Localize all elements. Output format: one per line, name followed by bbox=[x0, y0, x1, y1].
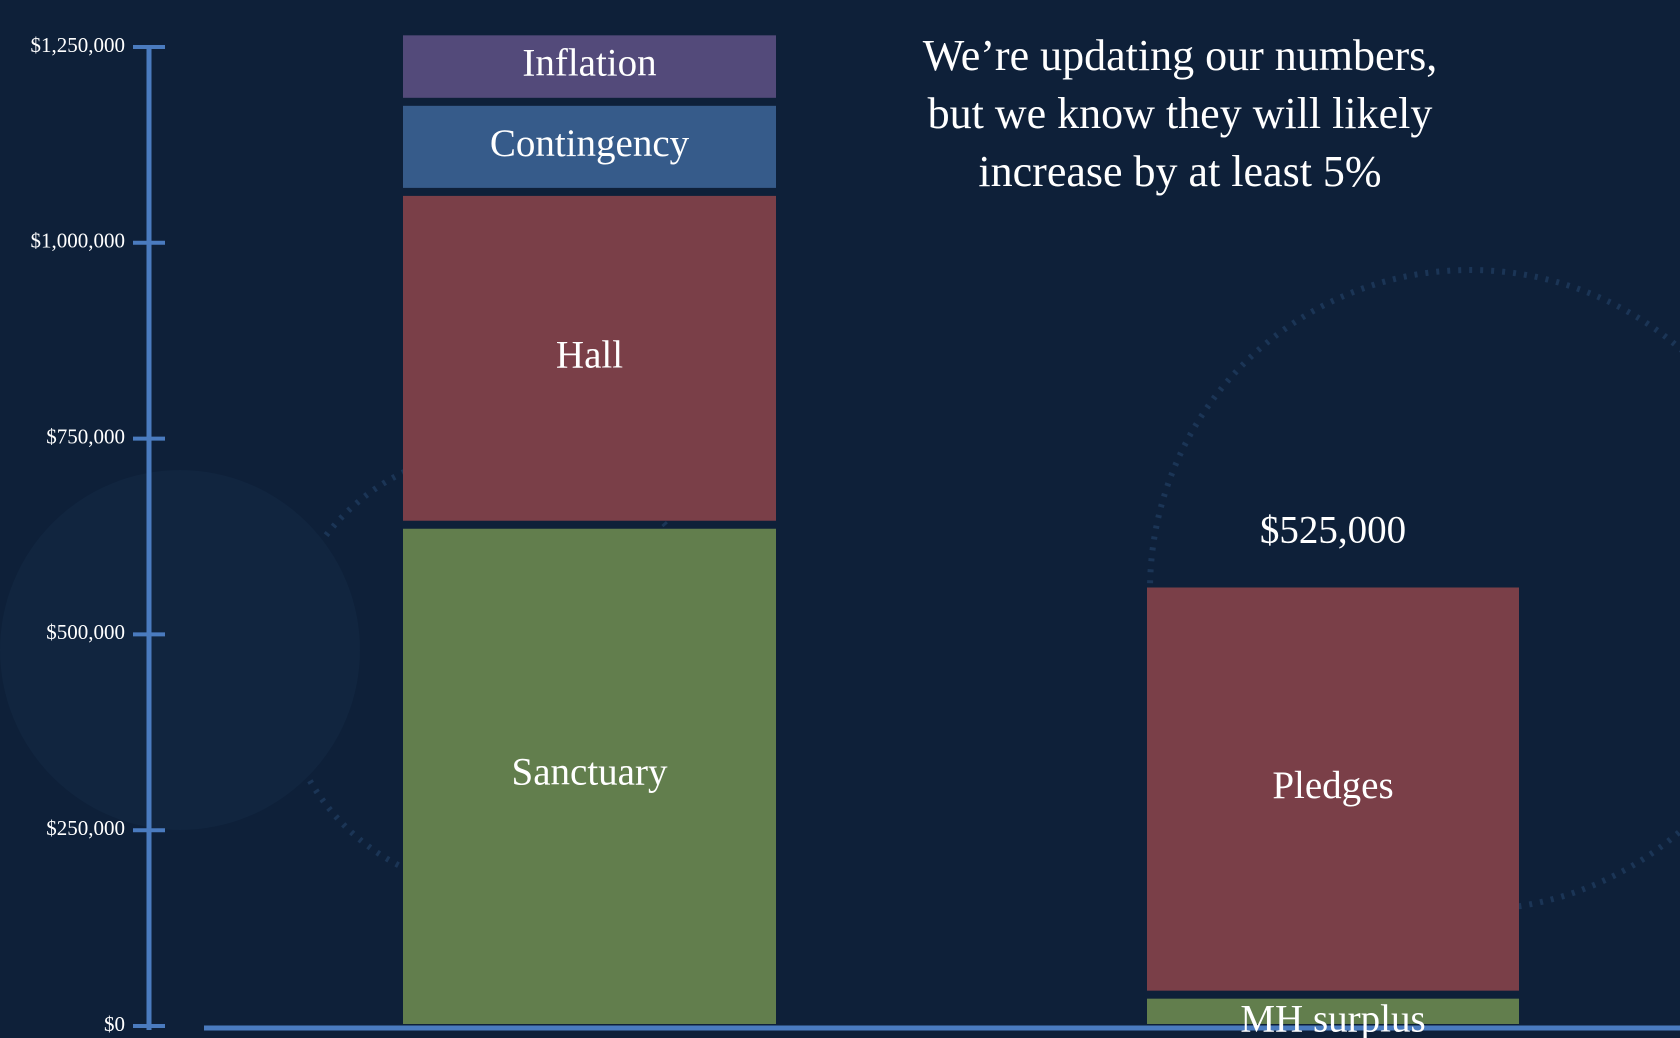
annotation-line: We’re updating our numbers, bbox=[923, 31, 1438, 80]
y-tick-label: $1,250,000 bbox=[31, 33, 126, 57]
bar-segment bbox=[403, 105, 776, 188]
annotation-line: increase by at least 5% bbox=[978, 147, 1381, 196]
bar-segment bbox=[403, 195, 776, 521]
annotation: We’re updating our numbers, but we know t… bbox=[923, 31, 1438, 196]
segment-label: MH surplus bbox=[1240, 997, 1425, 1038]
segment-label: Inflation bbox=[522, 42, 656, 85]
y-tick-label: $1,000,000 bbox=[31, 229, 126, 253]
y-tick-label: $500,000 bbox=[46, 620, 125, 644]
value-label: $525,000 bbox=[1260, 508, 1406, 551]
bar-segment bbox=[403, 528, 776, 1024]
decoration bbox=[0, 470, 360, 830]
decoration bbox=[1147, 267, 1680, 913]
y-tick-label: $0 bbox=[104, 1012, 125, 1036]
segment-label: Pledges bbox=[1272, 764, 1393, 807]
y-tick-label: $750,000 bbox=[46, 424, 125, 448]
bar-segment bbox=[1147, 998, 1519, 1024]
segment-label: Sanctuary bbox=[512, 750, 668, 793]
annotation-line: but we know they will likely bbox=[928, 89, 1433, 138]
segment-label: Hall bbox=[556, 333, 623, 376]
segment-label: Contingency bbox=[490, 122, 690, 165]
bar-segment bbox=[1147, 587, 1519, 991]
y-tick-label: $250,000 bbox=[46, 816, 125, 840]
bar-segment bbox=[403, 35, 776, 98]
